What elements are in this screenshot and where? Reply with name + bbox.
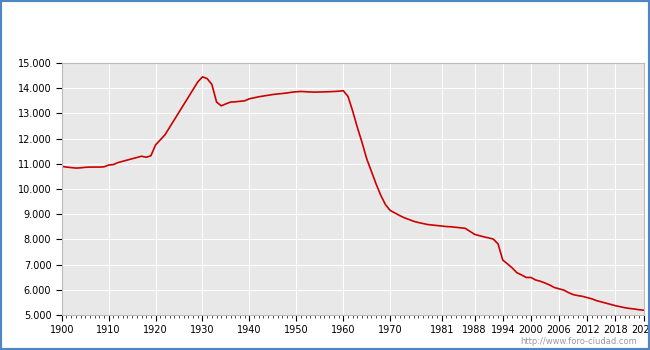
Text: Montefrío (Municipio) - Evolucion del numero de Habitantes: Montefrío (Municipio) - Evolucion del nu… [107, 12, 543, 28]
Text: http://www.foro-ciudad.com: http://www.foro-ciudad.com [520, 337, 637, 346]
